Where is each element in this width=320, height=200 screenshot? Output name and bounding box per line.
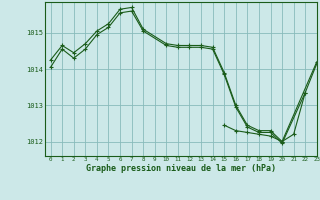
X-axis label: Graphe pression niveau de la mer (hPa): Graphe pression niveau de la mer (hPa) xyxy=(86,164,276,173)
